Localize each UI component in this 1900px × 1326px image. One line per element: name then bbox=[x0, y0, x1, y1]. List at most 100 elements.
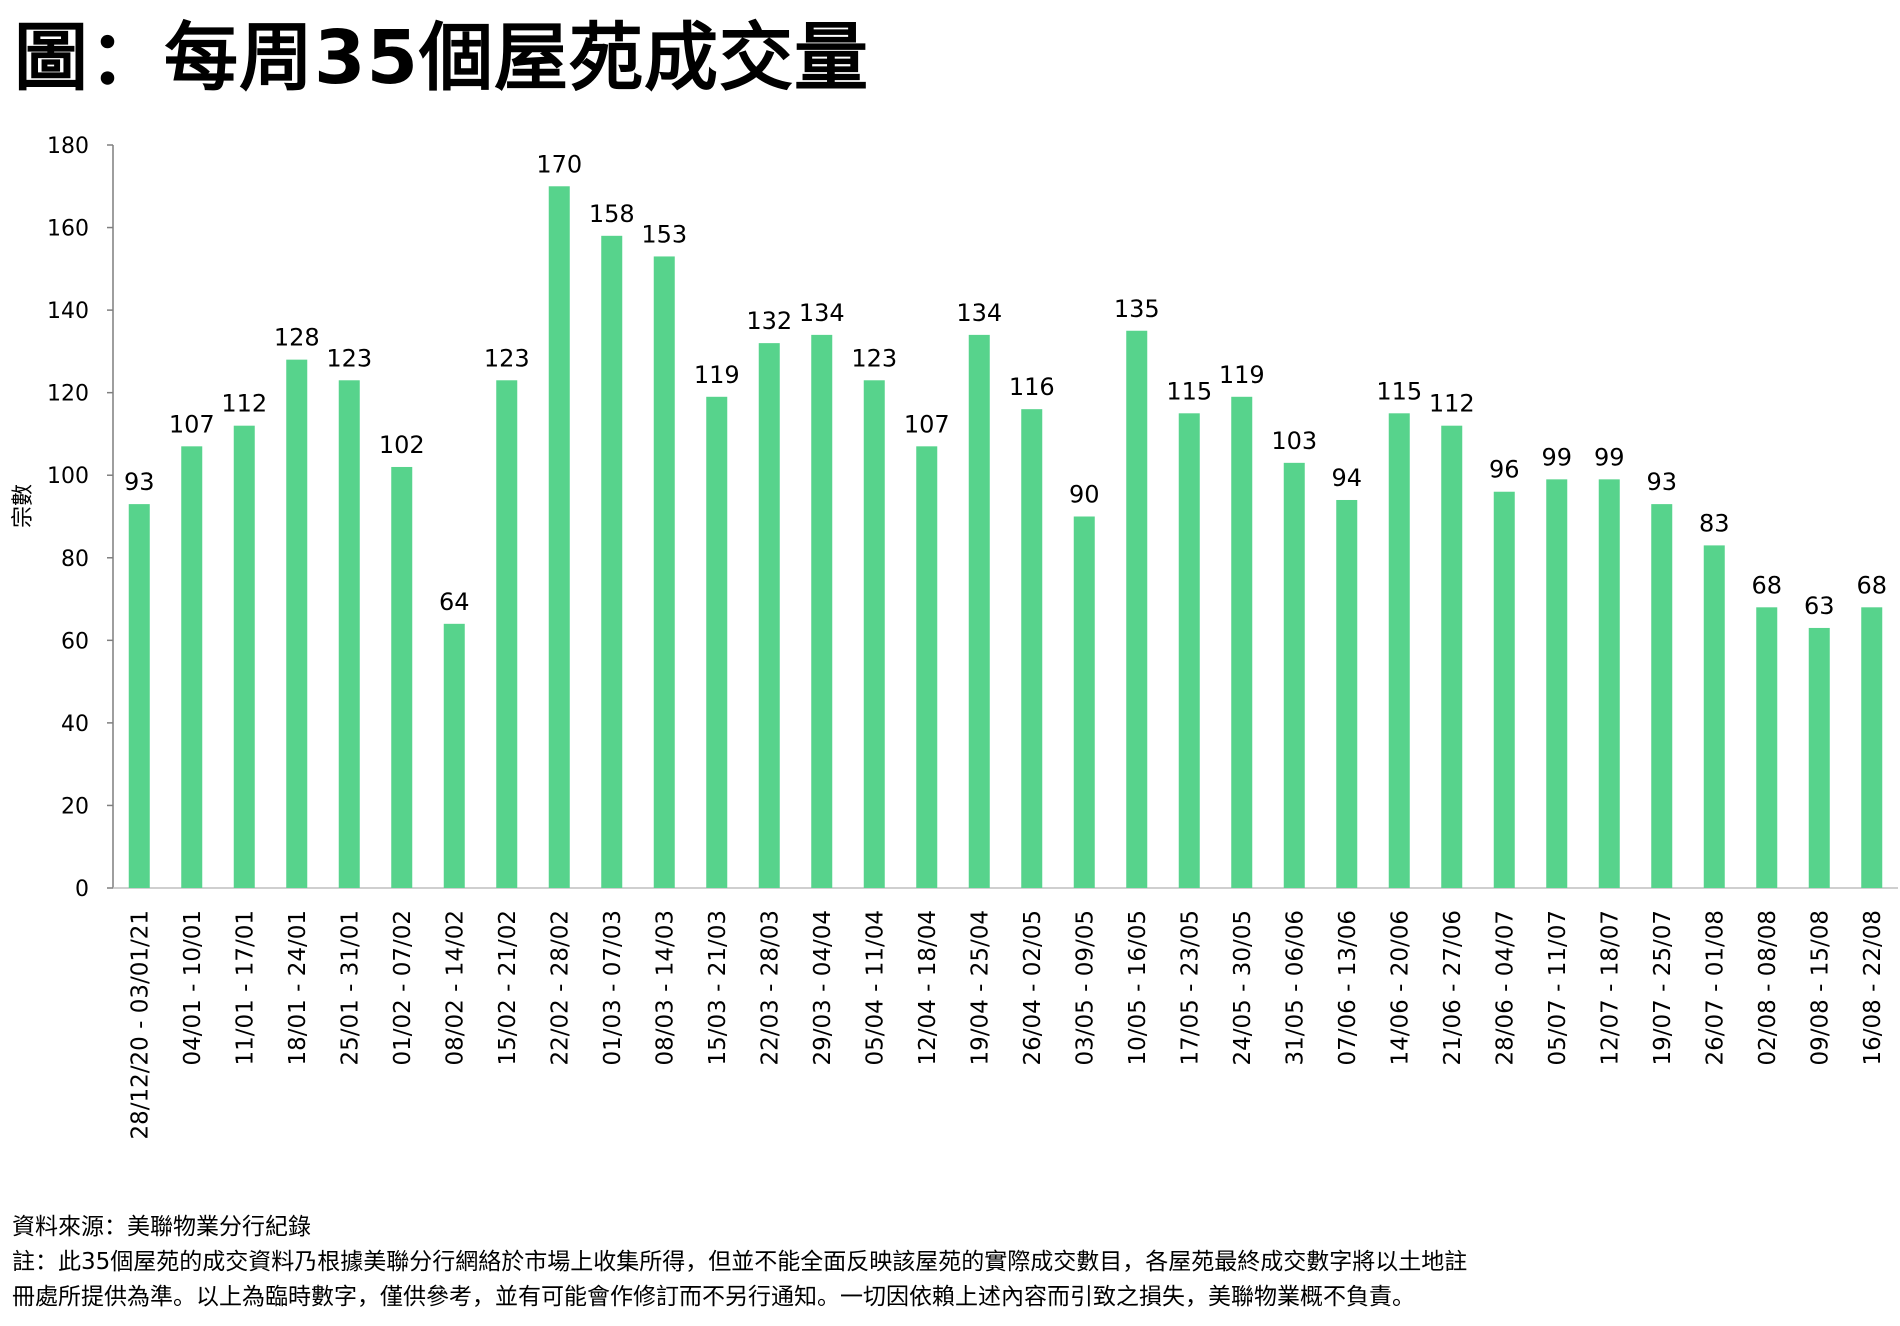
chart-title: 圖：每周35個屋苑成交量 bbox=[14, 15, 869, 101]
bar bbox=[653, 256, 675, 888]
data-label: 90 bbox=[1069, 481, 1100, 509]
x-tick-label: 22/02 - 28/02 bbox=[547, 910, 573, 1066]
bar bbox=[1756, 607, 1778, 888]
data-label: 83 bbox=[1699, 509, 1730, 537]
bar bbox=[496, 380, 518, 888]
bar-chart: 宗數 0 20 40 60 80 100 120 140 160 180 93 28/12/20 -… bbox=[11, 134, 1898, 1140]
bar bbox=[1388, 413, 1410, 888]
data-label: 64 bbox=[439, 588, 470, 616]
data-label: 96 bbox=[1489, 456, 1520, 484]
x-tick-label: 25/01 - 31/01 bbox=[337, 910, 363, 1066]
data-label: 134 bbox=[956, 299, 1002, 327]
y-tick-label: 20 bbox=[61, 794, 89, 819]
data-label: 103 bbox=[1271, 427, 1317, 455]
bar bbox=[1073, 516, 1095, 888]
data-label: 112 bbox=[221, 390, 267, 418]
y-tick-label: 40 bbox=[61, 712, 89, 737]
x-tick-label: 26/07 - 01/08 bbox=[1702, 910, 1728, 1066]
bar bbox=[863, 380, 885, 888]
bar bbox=[286, 359, 308, 889]
bar bbox=[1231, 396, 1253, 888]
data-label: 170 bbox=[536, 150, 582, 178]
x-tick-label: 09/08 - 15/08 bbox=[1807, 910, 1833, 1066]
bar bbox=[758, 343, 780, 889]
bar bbox=[968, 334, 990, 888]
x-tick-label: 03/05 - 09/05 bbox=[1072, 910, 1098, 1066]
bar bbox=[338, 380, 360, 888]
bar bbox=[601, 235, 623, 889]
data-label: 128 bbox=[274, 324, 320, 352]
x-tick-label: 01/02 - 07/02 bbox=[390, 910, 416, 1066]
x-tick-label: 16/08 - 22/08 bbox=[1860, 910, 1886, 1066]
data-label: 123 bbox=[326, 344, 372, 372]
data-label: 119 bbox=[694, 361, 740, 389]
data-label: 116 bbox=[1009, 373, 1055, 401]
y-tick-label: 100 bbox=[47, 464, 89, 489]
data-label: 119 bbox=[1219, 361, 1265, 389]
y-tick-label: 120 bbox=[47, 382, 89, 407]
data-label: 123 bbox=[484, 344, 530, 372]
x-tick-label: 05/07 - 11/07 bbox=[1545, 910, 1571, 1066]
bar bbox=[548, 186, 570, 888]
bar bbox=[916, 446, 938, 888]
x-tick-label: 11/01 - 17/01 bbox=[232, 910, 258, 1066]
x-tick-label: 24/05 - 30/05 bbox=[1230, 910, 1256, 1066]
x-tick-label: 28/12/20 - 03/01/21 bbox=[127, 910, 153, 1140]
bar bbox=[1283, 462, 1305, 888]
data-label: 134 bbox=[799, 299, 845, 327]
data-label: 115 bbox=[1166, 377, 1212, 405]
bar bbox=[1598, 479, 1620, 888]
data-label: 107 bbox=[904, 410, 950, 438]
bar bbox=[128, 504, 150, 888]
y-tick-label: 60 bbox=[61, 629, 89, 654]
x-tick-label: 08/02 - 14/02 bbox=[442, 910, 468, 1066]
x-tick-label: 21/06 - 27/06 bbox=[1440, 910, 1466, 1066]
x-tick-label: 12/07 - 18/07 bbox=[1597, 910, 1623, 1066]
data-label: 135 bbox=[1114, 295, 1160, 323]
bar bbox=[811, 334, 833, 888]
bar bbox=[706, 396, 728, 888]
x-tick-label: 15/02 - 21/02 bbox=[495, 910, 521, 1066]
bar bbox=[391, 466, 413, 888]
source-note: 資料來源：美聯物業分行紀錄 bbox=[12, 1214, 311, 1240]
data-label: 99 bbox=[1594, 443, 1625, 471]
y-tick-label: 160 bbox=[47, 217, 89, 242]
x-tick-label: 02/08 - 08/08 bbox=[1755, 910, 1781, 1066]
x-tick-label: 14/06 - 20/06 bbox=[1387, 910, 1413, 1066]
y-tick-label: 0 bbox=[75, 877, 89, 902]
bar bbox=[443, 623, 465, 888]
x-tick-label: 19/07 - 25/07 bbox=[1650, 910, 1676, 1066]
bar bbox=[1336, 499, 1358, 888]
x-tick-label: 17/05 - 23/05 bbox=[1177, 910, 1203, 1066]
data-label: 153 bbox=[641, 220, 687, 248]
data-label: 93 bbox=[1646, 468, 1677, 496]
x-tick-label: 04/01 - 10/01 bbox=[180, 910, 206, 1066]
x-tick-label: 29/03 - 04/04 bbox=[810, 910, 836, 1066]
data-label: 63 bbox=[1804, 592, 1835, 620]
data-label: 94 bbox=[1331, 464, 1362, 492]
bar bbox=[1651, 504, 1673, 888]
x-tick-label: 08/03 - 14/03 bbox=[652, 910, 678, 1066]
data-label: 102 bbox=[379, 431, 425, 459]
bar bbox=[1021, 409, 1043, 888]
bar bbox=[1861, 607, 1883, 888]
data-label: 112 bbox=[1429, 390, 1475, 418]
x-tick-label: 31/05 - 06/06 bbox=[1282, 910, 1308, 1066]
data-label: 68 bbox=[1856, 571, 1887, 599]
disclaimer-line-2: 冊處所提供為準。以上為臨時數字，僅供參考，並有可能會作修訂而不另行通知。一切因依… bbox=[12, 1284, 1415, 1310]
bar bbox=[1493, 491, 1515, 888]
data-label: 93 bbox=[124, 468, 155, 496]
bar bbox=[1546, 479, 1568, 888]
bar bbox=[1808, 627, 1830, 888]
data-label: 99 bbox=[1541, 443, 1572, 471]
x-tick-label: 18/01 - 24/01 bbox=[285, 910, 311, 1066]
y-tick-label: 180 bbox=[47, 134, 89, 159]
y-axis-label: 宗數 bbox=[11, 484, 36, 528]
x-tick-label: 10/05 - 16/05 bbox=[1125, 910, 1151, 1066]
x-tick-label: 15/03 - 21/03 bbox=[705, 910, 731, 1066]
bar bbox=[1126, 330, 1148, 888]
bar bbox=[181, 446, 203, 888]
bar bbox=[1441, 425, 1463, 888]
x-tick-label: 12/04 - 18/04 bbox=[915, 910, 941, 1066]
x-tick-label: 05/04 - 11/04 bbox=[862, 910, 888, 1066]
